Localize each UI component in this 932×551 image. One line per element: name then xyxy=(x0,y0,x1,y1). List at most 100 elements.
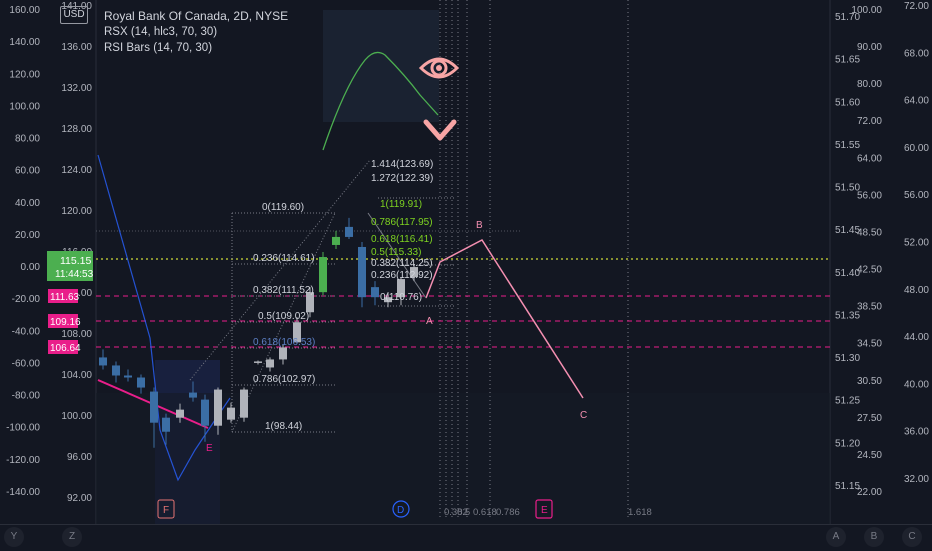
marker-e xyxy=(535,499,553,519)
candle-body xyxy=(345,226,353,237)
left-axis-1-tick: 60.00 xyxy=(15,166,40,177)
bottom-fib-0786: 0.786 xyxy=(496,507,520,518)
axis-button-c[interactable]: C xyxy=(902,527,922,547)
candle-body xyxy=(227,407,235,420)
right-axis-2-tick: 90.00 xyxy=(857,42,882,53)
left-axis-1-tick: 0.00 xyxy=(21,262,41,273)
candle-body xyxy=(240,389,248,418)
left-axis-1-tick: -140.00 xyxy=(6,487,40,498)
wave-projection xyxy=(425,239,584,399)
left-axis-1-tick: 40.00 xyxy=(15,198,40,209)
left-axis-2-tick: 92.00 xyxy=(67,493,92,504)
axis-button-z[interactable]: Z xyxy=(62,527,82,547)
right-axis-3-tick: 64.00 xyxy=(904,96,929,107)
right-axis-3-tick: 56.00 xyxy=(904,190,929,201)
symbol-title: Royal Bank Of Canada, 2D, NYSE xyxy=(104,9,289,23)
right-axis-2-tick: 100.00 xyxy=(851,5,882,16)
candle-body xyxy=(137,377,145,388)
indicator-rsi-bars[interactable]: RSI Bars (14, 70, 30) xyxy=(104,42,213,54)
right-axis-2-tick: 80.00 xyxy=(857,79,882,90)
wave-label-a: A xyxy=(426,316,433,327)
level-tag-1 xyxy=(48,289,78,303)
candle-body xyxy=(384,297,392,303)
candle-body xyxy=(112,365,120,376)
fib-left-label: 0.618(106.53) xyxy=(253,337,315,348)
left-axis-1-tick: -60.00 xyxy=(12,358,41,369)
fib-right-label: 0(110.76) xyxy=(380,292,422,303)
marker-f xyxy=(157,499,175,519)
right-axis-2-tick: 34.50 xyxy=(857,339,882,350)
bottom-fib-1618: 1.618 xyxy=(628,507,652,518)
left-axis-2-tick: 136.00 xyxy=(61,42,92,53)
right-axis-2-tick: 22.00 xyxy=(857,487,882,498)
right-axis-1-tick: 51.35 xyxy=(835,310,860,321)
right-axis-3-tick: 52.00 xyxy=(904,238,929,249)
candle-body xyxy=(279,347,287,360)
fib-right-label: 0.382(114.25) xyxy=(371,258,433,269)
right-axis-3-tick: 72.00 xyxy=(904,1,929,12)
axis-button-b[interactable]: B xyxy=(864,527,884,547)
left-axis-2-tick: 124.00 xyxy=(61,165,92,176)
countdown-timer: 11:44:53 xyxy=(55,269,94,280)
indicator-rsx[interactable]: RSX (14, hlc3, 70, 30) xyxy=(104,26,218,38)
left-axis-1-tick: -100.00 xyxy=(6,423,40,434)
candle-body xyxy=(293,322,301,343)
bottom-fib-0382: 0.382 xyxy=(444,507,468,518)
candle-body xyxy=(319,257,327,293)
axis-button-y[interactable]: Y xyxy=(4,527,24,547)
right-axis-1-tick: 51.30 xyxy=(835,353,860,364)
right-axis-1-tick: 51.65 xyxy=(835,55,860,66)
time-axis-bar[interactable] xyxy=(0,524,932,551)
left-axis-2-tick: 128.00 xyxy=(61,124,92,135)
marker-f-label: F xyxy=(163,505,169,516)
candle-body xyxy=(266,359,274,368)
left-axis-2-tick: 104.00 xyxy=(61,370,92,381)
right-axis-3-tick: 44.00 xyxy=(904,332,929,343)
fib-left-label: 0.786(102.97) xyxy=(253,374,315,385)
candle-body xyxy=(332,236,340,245)
fib-left-label: 0.5(109.02) xyxy=(258,311,309,322)
wave-label-b: B xyxy=(476,220,483,231)
bottom-fib-0618: 0.618 xyxy=(473,507,497,518)
eye-icon xyxy=(419,57,459,79)
current-price-tag xyxy=(47,251,93,281)
left-axis-1-tick: -120.00 xyxy=(6,455,40,466)
right-axis-3-tick: 60.00 xyxy=(904,143,929,154)
right-axis-1-tick: 51.15 xyxy=(835,481,860,492)
marker-e-label: E xyxy=(541,505,548,516)
right-axis-1-tick: 51.20 xyxy=(835,438,860,449)
right-axis-3-tick: 48.00 xyxy=(904,285,929,296)
right-axis-1-tick: 51.25 xyxy=(835,396,860,407)
level-2-value: 109.16 xyxy=(50,317,81,328)
left-axis-1-tick: 20.00 xyxy=(15,230,40,241)
right-axis-3-tick: 68.00 xyxy=(904,48,929,59)
right-axis-2-tick: 72.00 xyxy=(857,116,882,127)
left-axis-1-tick: -80.00 xyxy=(12,391,41,402)
candle-body xyxy=(397,279,405,298)
fib-right-label: 1.414(123.69) xyxy=(371,159,433,170)
left-axis-2-tick: 100.00 xyxy=(61,411,92,422)
candle-body xyxy=(214,389,222,426)
right-axis-3-tick: 36.00 xyxy=(904,427,929,438)
right-axis-3-tick: 32.00 xyxy=(904,474,929,485)
right-axis-3-tick: 40.00 xyxy=(904,379,929,390)
wave-label-e: E xyxy=(206,443,213,454)
right-axis-1-tick: 51.55 xyxy=(835,140,860,151)
left-axis-1-tick: -20.00 xyxy=(12,294,41,305)
bottom-fib-05: 0.5 xyxy=(457,507,470,518)
fib-left-label: 0.236(114.61) xyxy=(253,253,315,264)
candle-body xyxy=(176,409,184,418)
left-axis-1-tick: 140.00 xyxy=(9,37,40,48)
right-axis-2-tick: 56.00 xyxy=(857,190,882,201)
left-axis-2-tick: 120.00 xyxy=(61,206,92,217)
currency-label[interactable]: USD xyxy=(60,6,88,24)
candles-group xyxy=(99,217,418,448)
right-axis-1-tick: 51.50 xyxy=(835,183,860,194)
candle-body xyxy=(162,417,170,432)
right-axis-2-tick: 42.50 xyxy=(857,265,882,276)
level-tag-3 xyxy=(48,340,78,354)
axis-button-a[interactable]: A xyxy=(826,527,846,547)
candle-body xyxy=(358,246,366,298)
rsx-curve xyxy=(322,51,439,151)
